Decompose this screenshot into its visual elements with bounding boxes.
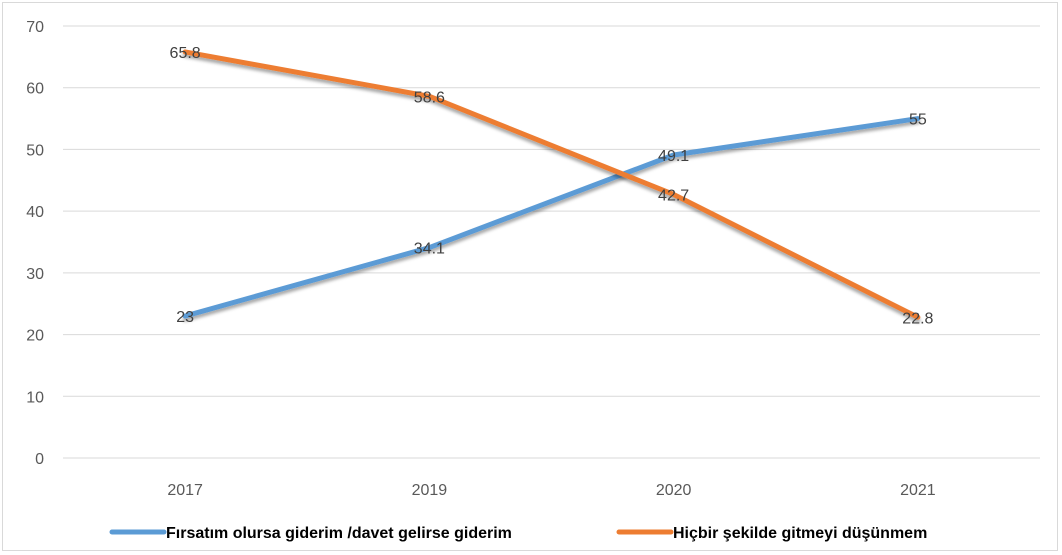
data-label: 58.6 xyxy=(414,89,445,106)
y-axis-ticks: 0 10 20 30 40 50 60 70 xyxy=(26,19,44,468)
y-tick-label: 70 xyxy=(26,19,44,36)
legend-label-2: Hiçbir şekilde gitmeyi düşünmem xyxy=(673,525,927,542)
data-label: 42.7 xyxy=(658,187,689,204)
legend: Fırsatım olursa giderim /davet gelirse g… xyxy=(109,525,927,542)
x-tick-label: 2017 xyxy=(167,482,203,499)
y-tick-label: 20 xyxy=(26,328,44,345)
legend-label-1: Fırsatım olursa giderim /davet gelirse g… xyxy=(166,525,512,542)
data-label: 55 xyxy=(909,112,927,129)
y-tick-label: 0 xyxy=(35,451,44,468)
data-label: 65.8 xyxy=(170,45,201,62)
data-label: 22.8 xyxy=(902,310,933,327)
y-tick-label: 40 xyxy=(26,204,44,221)
data-label: 23 xyxy=(176,309,194,326)
data-label: 34.1 xyxy=(414,241,445,258)
series-line-2 xyxy=(182,49,921,320)
gridlines xyxy=(63,25,1040,459)
y-tick-label: 10 xyxy=(26,389,44,406)
series-lines xyxy=(182,49,921,320)
data-label: 49.1 xyxy=(658,148,689,165)
data-labels: 23 34.1 49.1 55 65.8 58.6 42.7 22.8 xyxy=(170,45,934,327)
x-tick-label: 2020 xyxy=(656,482,692,499)
x-axis-ticks: 2017 2019 2020 2021 xyxy=(167,482,935,499)
y-tick-label: 30 xyxy=(26,266,44,283)
y-tick-label: 50 xyxy=(26,142,44,159)
x-tick-label: 2021 xyxy=(900,482,936,499)
series-line-1 xyxy=(182,116,921,319)
x-tick-label: 2019 xyxy=(412,482,448,499)
y-tick-label: 60 xyxy=(26,81,44,98)
